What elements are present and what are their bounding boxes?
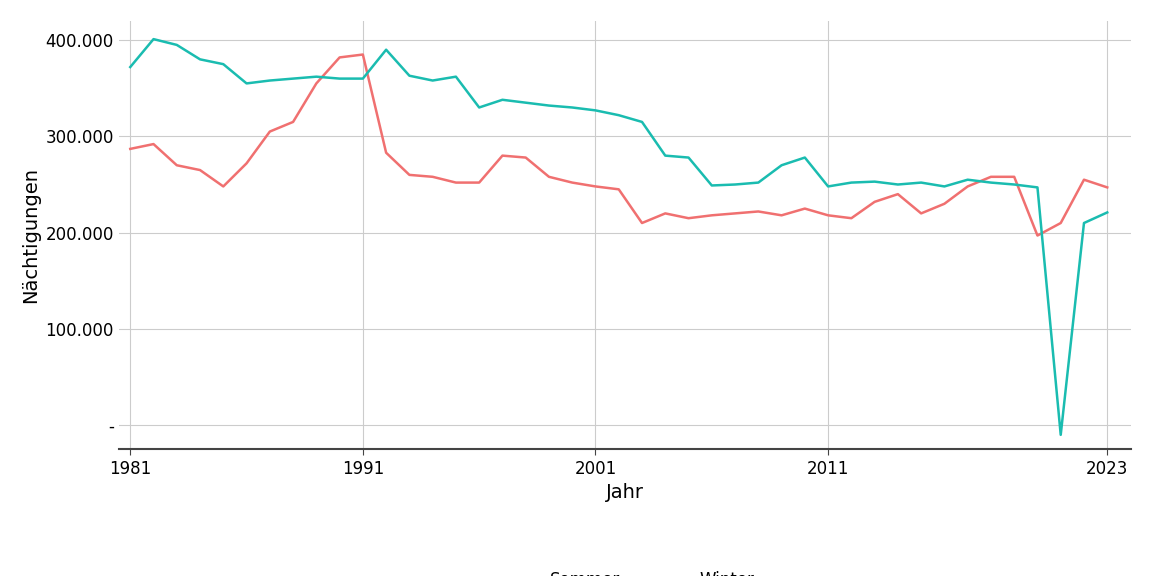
Winter: [915, 179, 929, 186]
Winter: [821, 183, 835, 190]
Sommer: [240, 160, 253, 167]
Winter: [774, 162, 788, 169]
Winter: [472, 104, 486, 111]
Sommer: [449, 179, 463, 186]
Winter: [286, 75, 300, 82]
Winter: [635, 119, 649, 126]
Y-axis label: Nächtigungen: Nächtigungen: [21, 167, 40, 303]
Winter: [240, 80, 253, 87]
Winter: [146, 36, 160, 43]
Winter: [194, 56, 207, 63]
Winter: [984, 179, 998, 186]
Sommer: [589, 183, 602, 190]
Winter: [658, 152, 672, 159]
Sommer: [356, 51, 370, 58]
Winter: [123, 63, 137, 70]
X-axis label: Jahr: Jahr: [606, 483, 644, 502]
Sommer: [821, 212, 835, 219]
Sommer: [472, 179, 486, 186]
Winter: [705, 182, 719, 189]
Winter: [169, 41, 183, 48]
Sommer: [217, 183, 230, 190]
Winter: [518, 99, 532, 106]
Winter: [566, 104, 579, 111]
Winter: [844, 179, 858, 186]
Sommer: [543, 173, 556, 180]
Sommer: [379, 149, 393, 156]
Winter: [1007, 181, 1021, 188]
Winter: [682, 154, 696, 161]
Sommer: [495, 152, 509, 159]
Winter: [356, 75, 370, 82]
Winter: [612, 112, 626, 119]
Winter: [217, 60, 230, 67]
Sommer: [518, 154, 532, 161]
Sommer: [728, 210, 742, 217]
Winter: [1100, 209, 1114, 216]
Sommer: [705, 212, 719, 219]
Winter: [310, 73, 324, 80]
Sommer: [844, 215, 858, 222]
Winter: [402, 72, 416, 79]
Line: Sommer: Sommer: [130, 55, 1107, 236]
Sommer: [286, 119, 300, 126]
Winter: [1031, 184, 1045, 191]
Sommer: [774, 212, 788, 219]
Winter: [449, 73, 463, 80]
Winter: [543, 102, 556, 109]
Sommer: [1031, 232, 1045, 239]
Sommer: [938, 200, 952, 207]
Sommer: [612, 186, 626, 193]
Sommer: [751, 208, 765, 215]
Sommer: [194, 166, 207, 173]
Winter: [938, 183, 952, 190]
Winter: [333, 75, 347, 82]
Sommer: [635, 219, 649, 226]
Line: Winter: Winter: [130, 39, 1107, 435]
Winter: [867, 178, 881, 185]
Winter: [961, 176, 975, 183]
Sommer: [310, 80, 324, 87]
Sommer: [426, 173, 440, 180]
Sommer: [263, 128, 276, 135]
Sommer: [658, 210, 672, 217]
Winter: [379, 46, 393, 53]
Sommer: [333, 54, 347, 61]
Sommer: [146, 141, 160, 147]
Winter: [1054, 431, 1068, 438]
Sommer: [169, 162, 183, 169]
Sommer: [123, 145, 137, 152]
Winter: [798, 154, 812, 161]
Winter: [751, 179, 765, 186]
Sommer: [961, 183, 975, 190]
Winter: [589, 107, 602, 114]
Sommer: [1077, 176, 1091, 183]
Sommer: [1100, 184, 1114, 191]
Sommer: [890, 191, 904, 198]
Legend: Sommer, Winter: Sommer, Winter: [487, 564, 761, 576]
Winter: [426, 77, 440, 84]
Winter: [263, 77, 276, 84]
Winter: [495, 96, 509, 103]
Sommer: [867, 198, 881, 205]
Winter: [728, 181, 742, 188]
Sommer: [798, 205, 812, 212]
Sommer: [682, 215, 696, 222]
Winter: [1077, 219, 1091, 226]
Sommer: [402, 172, 416, 179]
Winter: [890, 181, 904, 188]
Sommer: [984, 173, 998, 180]
Sommer: [915, 210, 929, 217]
Sommer: [1054, 219, 1068, 226]
Sommer: [1007, 173, 1021, 180]
Sommer: [566, 179, 579, 186]
